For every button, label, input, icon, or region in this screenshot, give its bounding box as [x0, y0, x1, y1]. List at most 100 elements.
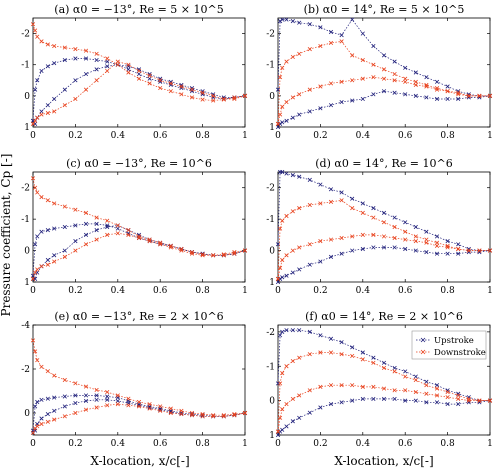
data-point — [278, 75, 283, 80]
data-point — [280, 17, 285, 22]
data-point — [456, 96, 461, 102]
data-point — [105, 394, 110, 399]
data-point — [350, 53, 355, 58]
data-point — [52, 259, 57, 264]
data-point — [413, 234, 418, 239]
data-point — [456, 393, 461, 398]
data-point — [94, 78, 99, 83]
data-point — [445, 401, 450, 407]
data-point — [297, 355, 302, 360]
x-tick-label: 0.6 — [398, 131, 413, 141]
data-point — [456, 242, 461, 247]
data-point — [290, 173, 295, 178]
x-tick-label: 0.8 — [440, 131, 455, 141]
data-point — [456, 251, 461, 256]
data-point — [126, 67, 131, 72]
data-point — [290, 54, 295, 60]
data-point — [424, 95, 429, 100]
figure-xlabel-right: X-location, x/c[-] — [334, 454, 433, 468]
data-point — [94, 397, 99, 402]
data-point — [328, 103, 334, 108]
data-point — [350, 345, 355, 350]
data-point — [456, 90, 461, 95]
data-point — [35, 358, 40, 363]
data-point — [284, 17, 289, 22]
y-tick-label: -2 — [21, 30, 30, 40]
data-point — [403, 398, 408, 403]
data-point — [52, 226, 57, 231]
data-point — [221, 97, 226, 102]
data-point — [147, 81, 152, 86]
data-point — [136, 76, 142, 81]
data-point — [424, 400, 429, 405]
data-point — [62, 248, 67, 253]
data-point — [168, 406, 173, 411]
data-point — [403, 246, 408, 252]
data-point — [487, 93, 493, 98]
data-point — [392, 78, 397, 83]
y-tick-label: 0 — [24, 92, 30, 102]
data-point — [73, 96, 78, 102]
data-point — [115, 393, 120, 398]
data-point — [189, 89, 195, 94]
data-point — [413, 93, 418, 98]
data-point — [284, 100, 289, 105]
legend-marker — [420, 337, 426, 343]
data-point — [280, 169, 285, 175]
data-point — [290, 209, 295, 214]
data-point — [297, 393, 302, 398]
data-point — [126, 232, 131, 237]
data-point — [403, 92, 408, 97]
data-point — [45, 369, 50, 374]
data-point — [115, 226, 120, 231]
x-tick-label: 1 — [242, 131, 248, 141]
data-point — [115, 223, 120, 228]
series-line-downstroke — [277, 234, 490, 279]
data-point — [371, 232, 376, 237]
data-point — [147, 237, 152, 242]
data-point — [307, 177, 312, 182]
data-point — [466, 246, 471, 252]
data-point — [33, 270, 38, 275]
data-point — [371, 384, 376, 389]
data-point — [371, 92, 376, 97]
data-point — [350, 353, 355, 359]
data-point — [445, 389, 450, 395]
data-point — [136, 232, 142, 237]
data-point — [115, 62, 120, 67]
series-line-downstroke — [277, 352, 490, 432]
data-point — [275, 432, 281, 438]
data-point — [189, 251, 195, 256]
data-point — [392, 245, 397, 250]
data-point — [360, 246, 365, 252]
data-point — [413, 239, 418, 244]
data-point — [328, 383, 334, 388]
data-point — [456, 396, 461, 401]
data-point — [403, 388, 408, 393]
data-point — [477, 248, 482, 253]
data-point — [284, 328, 289, 333]
data-point — [290, 115, 295, 120]
series-line-downstroke — [277, 384, 490, 432]
data-point — [318, 84, 323, 89]
data-point — [297, 51, 302, 56]
y-tick-label: -2 — [266, 184, 275, 194]
panel-4: (e) α0 = −13°, Re = 2 × 10^6 0 0.2 0.4 0.6 0.… — [21, 310, 248, 449]
data-point — [339, 190, 344, 195]
data-point — [147, 76, 152, 81]
data-point — [147, 73, 152, 78]
data-point — [62, 414, 67, 419]
data-point — [168, 410, 173, 416]
data-point — [424, 240, 429, 245]
data-point — [168, 245, 173, 250]
data-point — [381, 396, 387, 401]
data-point — [424, 237, 429, 242]
data-point — [318, 201, 323, 206]
legend-label: Downstroke — [434, 348, 486, 358]
data-point — [275, 279, 281, 285]
data-point — [200, 97, 205, 102]
data-point — [360, 76, 365, 81]
data-point — [318, 350, 323, 355]
data-point — [147, 239, 152, 244]
data-point — [168, 89, 173, 94]
